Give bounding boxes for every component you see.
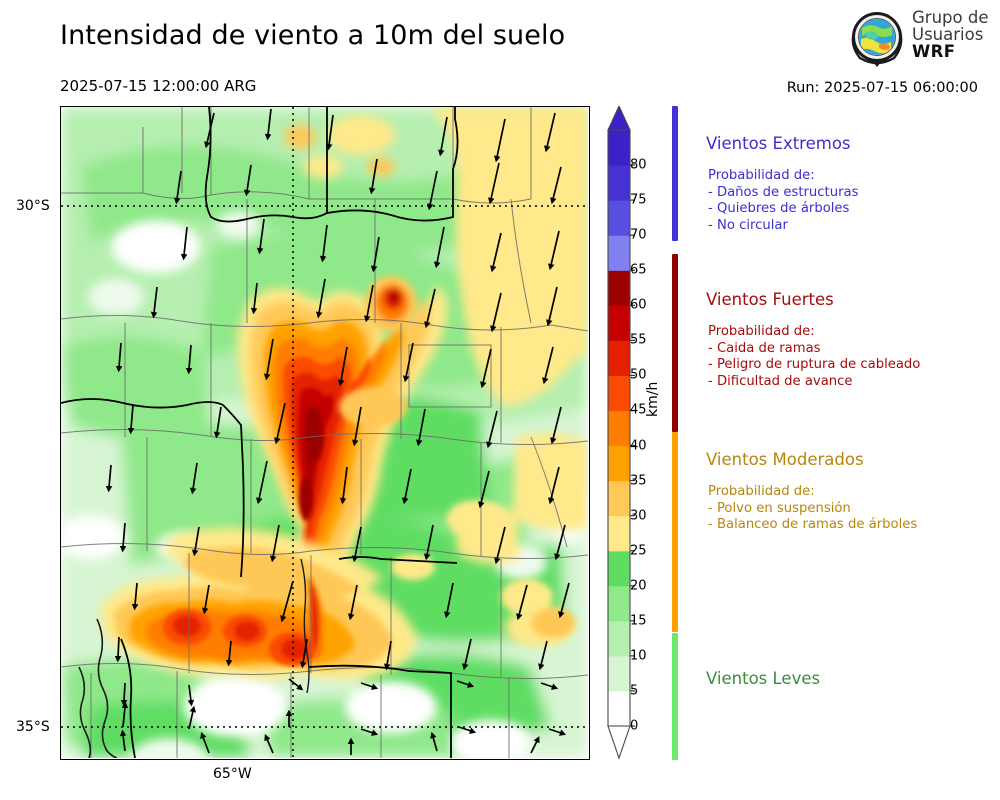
colorbar-tick-0: 0 [630,718,639,734]
brand-logo-text: Grupo de Usuarios WRF [912,9,988,60]
legend-bar-moderados [672,432,678,632]
mountain-ridge [300,558,310,694]
logo-line-3: WRF [912,41,956,61]
legend-title-moderados: Vientos Moderados [706,450,864,469]
legend-title-leves: Vientos Leves [706,669,821,688]
map-canvas [61,107,588,758]
colorbar-ticks [630,164,635,727]
legend-item-text: - Quiebres de árboles [708,201,850,217]
colorbar-tick-55: 55 [630,332,647,348]
legend-detail-fuertes: Probabilidad de: - Caida de ramas - Peli… [708,324,920,390]
legend-detail-extremos: Probabilidad de: - Daños de estructuras … [708,168,858,234]
legend-bar-extremos [672,106,678,241]
latitude-label-35s: 35°S [16,719,50,735]
legend-title-fuertes: Vientos Fuertes [706,290,834,309]
colorbar-tick-30: 30 [630,508,647,524]
legend-item-text: - Peligro de ruptura de cableado [708,357,921,373]
colorbar-units-label: km/h [645,381,661,417]
legend-subtitle-moderados: Probabilidad de: [708,484,815,499]
colorbar-tick-45: 45 [630,402,647,418]
colorbar-tick-10: 10 [630,648,647,664]
brand-logo: Grupo de Usuarios WRF [846,8,996,74]
wind-vector-field [105,108,570,755]
legend-item-text: - Polvo en suspensión [708,500,851,516]
wind-field-strong-central [237,276,448,669]
legend-item-text: - Daños de estructuras [708,184,859,200]
legend-item-text: - No circular [708,217,788,233]
colorbar-tick-20: 20 [630,578,647,594]
legend-bar-leves [672,633,678,760]
colorbar-tick-75: 75 [630,192,647,208]
colorbar: 0 5 10 15 20 25 30 35 40 45 50 55 60 65 70 75 80 km/h [600,106,670,760]
legend-title-extremos: Vientos Extremos [706,134,851,153]
legend-item-vientos-fuertes[interactable]: Vientos Fuertes Probabilidad de: - Caida… [672,254,992,432]
colorbar-tick-70: 70 [630,227,647,243]
legend-item-vientos-extremos[interactable]: Vientos Extremos Probabilidad de: - Daño… [672,106,992,251]
legend-item-text: - Balanceo de ramas de árboles [708,517,918,533]
longitude-label-65w: 65°W [213,766,252,782]
colorbar-tick-60: 60 [630,297,647,313]
country-borders [61,107,459,758]
risk-legend: Vientos Extremos Probabilidad de: - Daño… [672,106,992,760]
colorbar-tick-35: 35 [630,473,647,489]
colorbar-tick-80: 80 [630,157,647,173]
globe-emblem-icon [851,12,903,67]
colorbar-tick-65: 65 [630,262,647,278]
colorbar-tick-50: 50 [630,367,647,383]
legend-bar-fuertes [672,254,678,432]
run-time-label: Run: 2025-07-15 06:00:00 [786,80,978,96]
latitude-label-30s: 30°S [16,198,50,214]
page-title: Intensidad de viento a 10m del suelo [60,20,566,51]
legend-item-text: - Caida de ramas [708,340,821,356]
legend-item-vientos-moderados[interactable]: Vientos Moderados Probabilidad de: - Pol… [672,432,992,632]
wind-intensity-map[interactable] [60,106,590,760]
wind-field-strong-southwest [99,528,417,680]
logo-line-1: Grupo de [912,8,989,27]
coastline [78,618,118,758]
colorbar-tick-5: 5 [630,683,639,699]
legend-item-text: - Dificultad de avance [708,373,853,389]
legend-item-vientos-leves[interactable]: Vientos Leves [672,633,992,760]
colorbar-tick-15: 15 [630,613,647,629]
logo-line-2: Usuarios [912,24,984,44]
graticule [61,107,588,758]
colorbar-tick-40: 40 [630,438,647,454]
legend-subtitle-fuertes: Probabilidad de: [708,324,815,339]
legend-subtitle-extremos: Probabilidad de: [708,168,815,183]
colorbar-swatches [607,106,635,760]
colorbar-tick-25: 25 [630,543,647,559]
legend-detail-moderados: Probabilidad de: - Polvo en suspensión -… [708,484,917,534]
colorbar-bands [607,106,631,760]
valid-time-label: 2025-07-15 12:00:00 ARG [60,77,257,95]
